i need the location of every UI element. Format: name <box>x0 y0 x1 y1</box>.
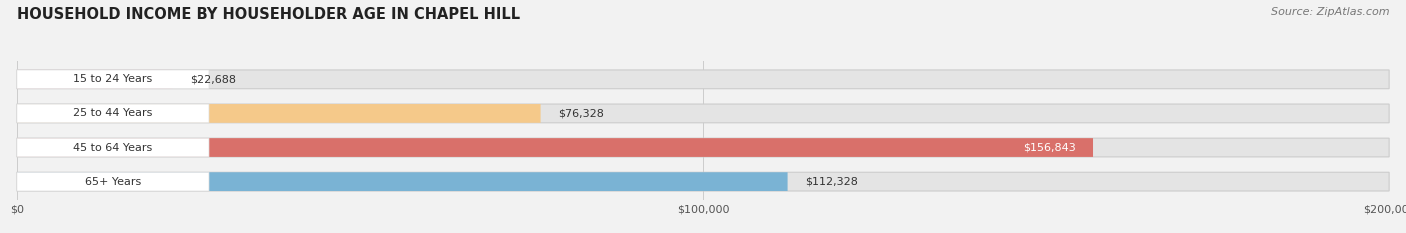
FancyBboxPatch shape <box>17 138 1389 157</box>
FancyBboxPatch shape <box>17 104 540 123</box>
FancyBboxPatch shape <box>17 138 1092 157</box>
Text: Source: ZipAtlas.com: Source: ZipAtlas.com <box>1271 7 1389 17</box>
Text: $112,328: $112,328 <box>804 177 858 187</box>
FancyBboxPatch shape <box>17 70 1389 89</box>
Text: HOUSEHOLD INCOME BY HOUSEHOLDER AGE IN CHAPEL HILL: HOUSEHOLD INCOME BY HOUSEHOLDER AGE IN C… <box>17 7 520 22</box>
Text: 45 to 64 Years: 45 to 64 Years <box>73 143 153 153</box>
FancyBboxPatch shape <box>17 138 209 157</box>
Text: $76,328: $76,328 <box>558 108 603 118</box>
Text: $22,688: $22,688 <box>190 74 236 84</box>
FancyBboxPatch shape <box>17 104 1389 123</box>
FancyBboxPatch shape <box>17 70 173 89</box>
FancyBboxPatch shape <box>17 70 209 89</box>
FancyBboxPatch shape <box>17 172 1389 191</box>
FancyBboxPatch shape <box>17 172 787 191</box>
Text: 65+ Years: 65+ Years <box>84 177 141 187</box>
Text: 15 to 24 Years: 15 to 24 Years <box>73 74 153 84</box>
FancyBboxPatch shape <box>17 172 209 191</box>
Text: 25 to 44 Years: 25 to 44 Years <box>73 108 153 118</box>
Text: $156,843: $156,843 <box>1024 143 1076 153</box>
FancyBboxPatch shape <box>17 104 209 123</box>
